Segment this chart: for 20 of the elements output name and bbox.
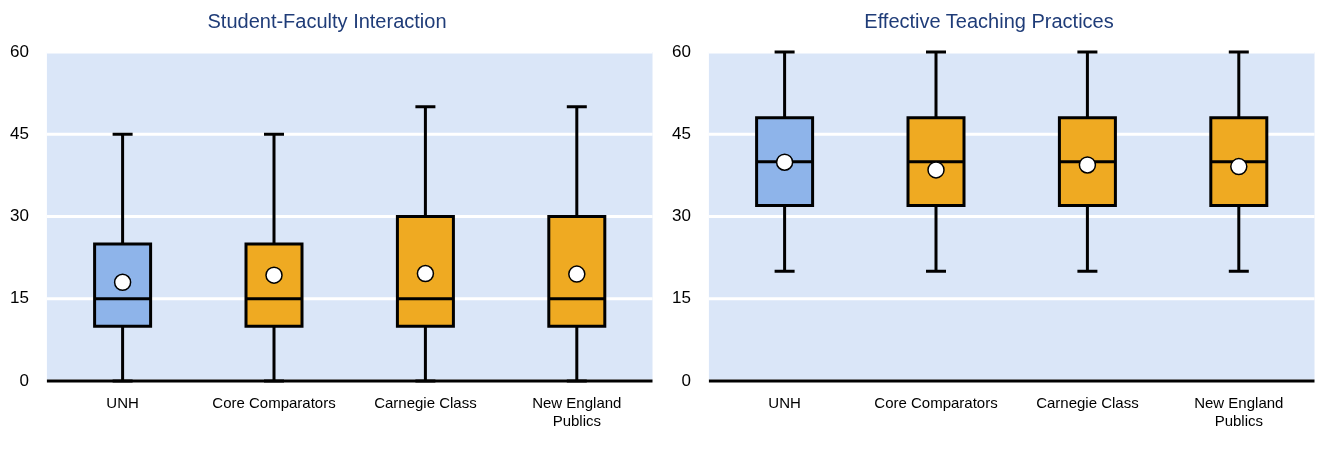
y-tick-label: 30 [9,206,29,226]
y-tick-label: 60 [671,41,691,61]
y-tick-label: 45 [671,123,691,143]
chart-title: Student-Faculty Interaction [207,9,447,32]
y-tick-label: 60 [9,41,29,61]
y-tick-label: 15 [9,288,29,308]
x-tick-label: Core Comparators [874,394,998,412]
x-tick-label: UNH [106,394,139,412]
y-tick-label: 45 [9,123,29,143]
x-tick-label: Carnegie Class [1036,394,1139,412]
x-tick-label: New England Publics [1194,394,1284,430]
x-tick-label: UNH [768,394,801,412]
chart-title: Effective Teaching Practices [864,9,1114,32]
x-tick-label: Carnegie Class [374,394,477,412]
y-tick-label: 15 [671,288,691,308]
y-tick-label: 0 [19,370,29,390]
x-tick-label: New England Publics [532,394,622,430]
y-tick-label: 0 [681,370,691,390]
y-tick-label: 30 [671,206,691,226]
x-tick-label: Core Comparators [212,394,336,412]
